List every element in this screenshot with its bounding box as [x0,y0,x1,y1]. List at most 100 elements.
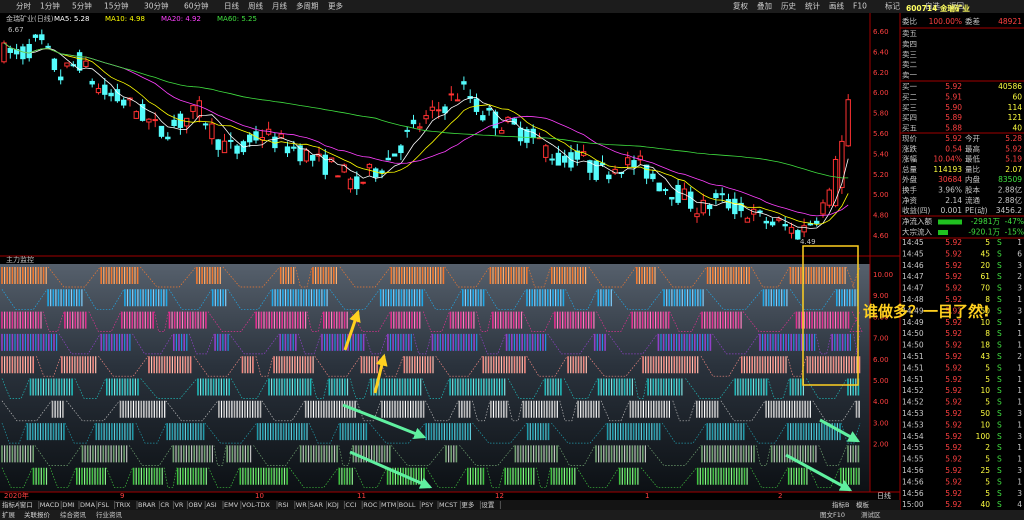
indicator-tab[interactable]: BRAR [138,501,156,509]
trade-volume: 10 [980,318,990,327]
template-tab[interactable]: 模板 [856,500,870,509]
indicator-tab[interactable]: ASI [206,501,217,509]
candle [587,160,593,173]
candle [826,189,832,206]
candle [184,117,190,127]
indicator-tab[interactable]: KDJ [328,501,339,509]
indicator-tab[interactable]: ROC [363,501,378,509]
bottom-tab[interactable]: 综合资讯 [60,510,87,519]
tool-button[interactable]: 历史 [781,1,796,11]
price-axis-label: 6.40 [873,48,889,56]
period-button[interactable]: 30分钟 [144,1,169,11]
period-button[interactable]: 60分钟 [184,1,209,11]
period-button[interactable]: 月线 [272,1,287,11]
tool-button[interactable]: 标记 [885,1,900,11]
tool-button[interactable]: 返回 [949,2,964,11]
indicator-tab[interactable]: MACD [40,501,59,509]
ma-label: MA10: 4.98 [105,15,145,23]
signal-stripes [1,445,860,463]
stat-value: 2.07 [1005,165,1022,174]
trade-volume: 70 [980,284,990,293]
indicator-tab[interactable]: TRIX [115,501,131,509]
indicator-tab[interactable]: OBV [188,501,202,509]
price-axis-label: 4.80 [873,212,889,220]
trade-price: 5.92 [945,466,962,475]
candle [763,220,769,224]
date-label: 2020年 [4,491,29,500]
trade-count: 1 [1017,318,1022,327]
bottom-tab[interactable]: 扩展 [2,510,16,519]
indicator-tab[interactable]: RSI [278,501,289,509]
indicator-tab[interactable]: BOLL [399,501,416,509]
trade-price: 5.92 [945,477,962,486]
trade-volume: 50 [980,306,990,315]
trade-volume: 8 [985,295,990,304]
indicator-tab[interactable]: SAR [310,501,324,509]
candle [215,139,221,150]
indicator-tab[interactable]: VOL-TDX [242,501,271,509]
period-button[interactable]: 分时 [16,1,31,11]
flow-bar [938,219,962,225]
indicator-tab[interactable]: DMA [80,501,96,509]
indicator-tab[interactable]: 窗口 [20,500,33,509]
candle [442,106,448,114]
trade-price: 5.92 [945,363,962,372]
candle [700,199,706,214]
trade-price: 5.92 [945,352,962,361]
candle [486,107,492,111]
tool-button[interactable]: 自选 [925,1,940,11]
indicator-tab[interactable]: MCST [439,501,457,509]
indicator-axis-label: 2.00 [873,441,889,449]
indicator-tab[interactable]: CR [160,501,170,509]
trade-count: 1 [1017,398,1022,407]
indicator-tab[interactable]: MTM [381,501,396,509]
status-item[interactable]: 图文F10 [820,510,845,519]
tool-button[interactable]: - [909,2,912,11]
signal-stripes [50,289,856,307]
quote-value: 100.00% [929,17,962,26]
candle [247,134,253,143]
indicator-tab[interactable]: 更多 [461,500,475,509]
trade-side: S [997,477,1002,486]
candle [1,42,7,63]
period-button[interactable]: 5分钟 [72,1,92,11]
period-button[interactable]: 更多 [328,1,343,11]
period-button[interactable]: 15分钟 [104,1,129,11]
period-button[interactable]: 多周期 [296,1,319,11]
ma-line [3,42,849,217]
indicator-tab[interactable]: 指标A [2,500,20,509]
tool-button[interactable]: 统计 [805,1,820,11]
bottom-tab[interactable]: 关联报价 [24,510,51,519]
period-button[interactable]: 日线 [224,1,239,11]
tool-button[interactable]: 叠加 [757,1,772,11]
period-button[interactable]: 周线 [248,1,263,11]
trade-volume: 43 [980,352,990,361]
signal-outline [1,289,837,310]
candle [209,123,215,140]
indicator-tab[interactable]: CCI [345,501,356,509]
arrow [342,403,427,440]
indicator-tab[interactable]: DMI [62,501,75,509]
signal-outline [47,266,861,288]
signal-stripes [54,400,860,418]
price-axis-label: 5.60 [873,130,889,138]
tool-button[interactable]: F10 [853,2,867,11]
tool-button[interactable]: 复权 [733,1,748,11]
indicator-tab[interactable]: FSL [98,501,110,509]
indicator-tab[interactable]: 设置 [481,500,495,509]
status-item[interactable]: 测试区 [861,510,881,519]
indicator-tab[interactable]: WR [296,501,307,509]
stat-label: 量比 [965,164,980,174]
tool-button[interactable]: 画线 [829,1,844,11]
indicator-tab[interactable]: VR [174,501,183,509]
indicator-tab[interactable]: PSY [421,501,433,509]
bottom-tab[interactable]: 行业资讯 [96,510,123,519]
candle [480,115,486,121]
template-tab[interactable]: 指标B [832,500,849,509]
trade-count: 6 [1017,249,1022,258]
trade-volume: 5 [985,363,990,372]
period-button[interactable]: 1分钟 [40,1,60,11]
trade-price: 5.92 [945,489,962,498]
indicator-tab[interactable]: EMV [224,501,239,509]
